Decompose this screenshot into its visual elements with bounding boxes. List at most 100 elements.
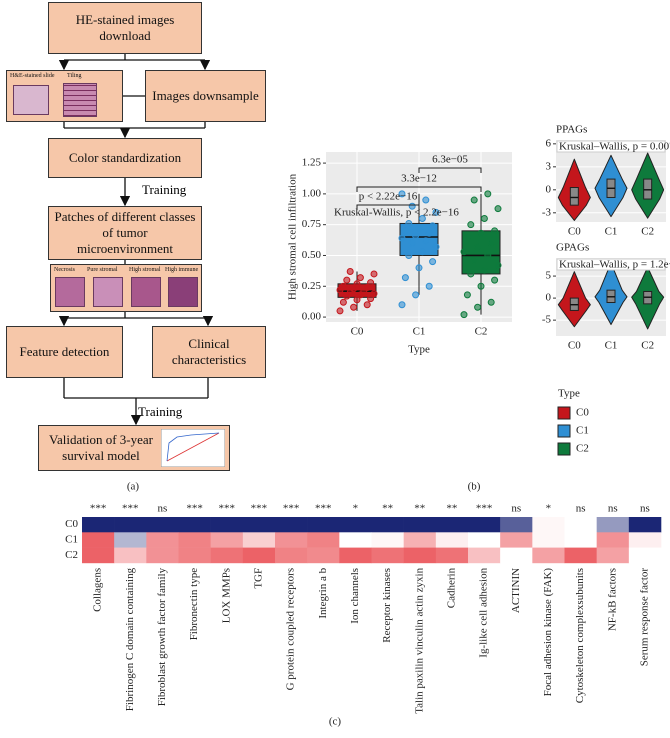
significance-label: *** [90, 503, 107, 515]
heatmap-cell [82, 532, 115, 548]
heatmap-cell [275, 532, 308, 548]
column-label: Ig-like cell adhesion [478, 567, 490, 657]
heatmap-cell [468, 517, 501, 533]
point [401, 274, 409, 282]
annotation: Kruskal-Wallis, p < 2.2e−16 [334, 207, 459, 219]
legend-swatch [557, 424, 571, 438]
point [474, 303, 482, 311]
heatmap-cell [564, 517, 597, 533]
heatmap-cell [532, 517, 565, 533]
x-tick-label: C0 [351, 326, 364, 338]
point [463, 291, 471, 299]
heatmap-cell [178, 547, 211, 564]
heatmap-cell [435, 532, 469, 548]
heatmap-cell [371, 532, 404, 548]
patch-image [93, 277, 123, 307]
point [398, 301, 406, 309]
y-tick-label: 1.25 [302, 157, 322, 169]
thumb-label: High stromal [129, 267, 161, 273]
heatmap-cell [339, 547, 372, 564]
heatmap-cell [403, 532, 437, 548]
point [415, 264, 423, 272]
thumb-label: H&E-stained slide [10, 73, 55, 79]
point [460, 311, 468, 319]
point [408, 239, 416, 247]
y-tick-label: -5 [542, 314, 552, 326]
flow-node: Images downsample [145, 70, 266, 122]
point [353, 296, 361, 304]
patch-image [55, 277, 85, 307]
heatmap-cell [628, 532, 662, 548]
flow-node-tiling: H&E-stained slide Tiling [6, 70, 123, 122]
point [418, 215, 426, 223]
significance-label: * [546, 503, 552, 515]
edge-label: Training [138, 404, 183, 419]
significance-label: *** [283, 503, 300, 515]
heatmap-cell [371, 517, 404, 533]
point [429, 258, 437, 266]
heatmap-cell [146, 517, 179, 533]
y-tick-label: 0.00 [302, 311, 322, 323]
column-label: Receptor kinases [381, 568, 393, 643]
heatmap-cell [564, 532, 597, 548]
point [343, 276, 351, 284]
point [470, 256, 478, 264]
heatmap-cell [178, 517, 211, 533]
heatmap-cell [403, 517, 437, 533]
column-label: Serum response factor [638, 568, 650, 667]
x-tick-label: C1 [605, 340, 618, 352]
legend-label: C0 [576, 407, 589, 419]
heatmap-cell [114, 547, 147, 564]
point [405, 251, 413, 259]
column-label: Fibronectin type [188, 568, 200, 641]
heatmap-cell [210, 532, 244, 548]
point [350, 303, 358, 311]
heatmap-cell [178, 532, 211, 548]
thumb-label: Necrosis [54, 267, 75, 273]
significance-label: *** [476, 503, 493, 515]
flow-node-text: Validation of 3-year survival model [49, 431, 153, 463]
point [422, 196, 430, 204]
panel-label: (a) [127, 481, 140, 493]
y-tick-label: 0 [546, 183, 552, 195]
column-label: LOX MMPs [220, 568, 232, 623]
box [569, 187, 579, 206]
heatmap-cell [628, 547, 662, 564]
tile-image [63, 83, 97, 117]
point [367, 279, 375, 287]
heatmap-cell [596, 547, 630, 564]
heatmap-cell [435, 547, 469, 564]
chart-title: PPAGs [556, 124, 587, 136]
patch-image [168, 277, 198, 307]
point [367, 295, 375, 303]
point [487, 239, 495, 247]
point [467, 270, 475, 278]
significance-label: ns [608, 503, 618, 515]
point [356, 274, 364, 282]
point [405, 219, 413, 227]
point [467, 221, 475, 229]
panel-label: (c) [329, 716, 342, 728]
heatmap-cell [210, 517, 244, 533]
point [477, 229, 485, 237]
heatmap-cell [596, 532, 630, 548]
point [339, 298, 347, 306]
x-tick-label: C0 [568, 226, 581, 238]
patch-image [131, 277, 161, 307]
point [484, 251, 492, 259]
point [353, 280, 361, 288]
heatmap-cell [371, 547, 404, 564]
point [422, 237, 430, 245]
x-tick-label: C2 [641, 226, 654, 238]
significance-label: ns [640, 503, 650, 515]
point [480, 215, 488, 223]
flow-node: HE-stained images download [48, 2, 202, 54]
heatmap-cell [403, 547, 437, 564]
box [643, 178, 653, 200]
legend-swatch [557, 406, 571, 420]
panel-label: (b) [468, 481, 481, 493]
legend-title: Type [558, 388, 580, 400]
legend-swatch [557, 442, 571, 456]
point [494, 261, 502, 269]
heatmap-cell [307, 547, 340, 564]
